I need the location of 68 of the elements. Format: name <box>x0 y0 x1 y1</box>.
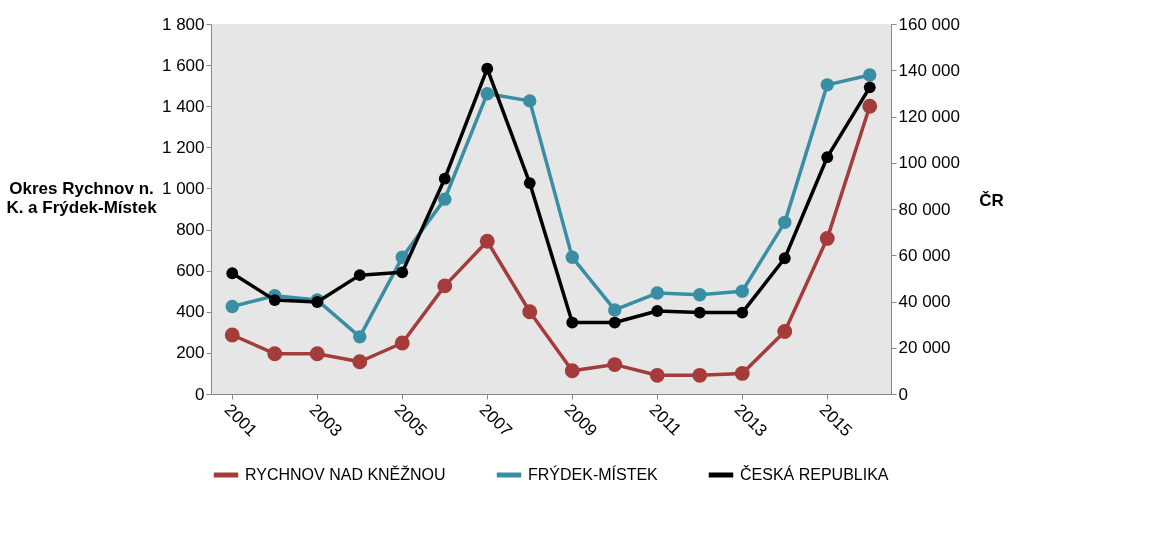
y2-tick-label: 20 000 <box>898 338 951 358</box>
y2-tick-label: 140 000 <box>898 60 960 80</box>
point <box>481 62 494 75</box>
point <box>778 252 791 265</box>
point <box>353 269 366 282</box>
point <box>565 250 579 264</box>
point <box>651 305 664 317</box>
y-tick-label: 1 200 <box>161 137 205 157</box>
point <box>226 267 239 280</box>
point <box>863 68 877 82</box>
point <box>438 192 452 206</box>
point <box>438 172 451 185</box>
y2-tick-label: 120 000 <box>898 107 960 126</box>
point <box>821 151 834 164</box>
y-tick-label: 1 800 <box>161 14 205 34</box>
y-tick-label: 1 000 <box>161 178 205 198</box>
y2-axis-title: ČR <box>979 190 1004 210</box>
point <box>649 367 665 383</box>
point <box>268 294 281 307</box>
legend-label: ČESKÁ REPUBLIKA <box>740 465 889 483</box>
y2-tick-label: 0 <box>898 384 908 404</box>
point <box>862 98 878 114</box>
point <box>863 81 876 94</box>
point <box>267 346 283 362</box>
point <box>522 304 538 320</box>
y-tick-label: 1 600 <box>161 55 205 75</box>
y-tick-label: 1 400 <box>161 96 205 116</box>
point <box>224 327 240 343</box>
point <box>480 86 494 101</box>
point <box>394 335 410 351</box>
point <box>777 324 793 339</box>
point <box>778 215 792 230</box>
point <box>353 330 367 344</box>
y2-tick-label: 40 000 <box>898 292 951 311</box>
point <box>225 299 239 314</box>
y2-tick-label: 60 000 <box>898 245 951 265</box>
y-tick-label: 200 <box>176 343 205 363</box>
y2-tick-label: 100 000 <box>898 153 960 173</box>
point <box>735 284 749 298</box>
point <box>564 363 580 379</box>
point <box>566 316 579 329</box>
point <box>608 316 621 329</box>
point <box>607 357 623 373</box>
legend-label: RYCHNOV NAD KNĚŽNOU <box>245 465 446 483</box>
y2-tick-label: 80 000 <box>898 199 951 219</box>
point <box>309 346 325 362</box>
point <box>396 266 409 279</box>
point <box>820 78 834 92</box>
point <box>819 230 835 246</box>
y-tick-label: 0 <box>195 384 205 404</box>
legend-label: FRÝDEK-MÍSTEK <box>528 465 659 483</box>
point <box>437 278 453 294</box>
point <box>523 94 537 108</box>
point <box>650 286 664 300</box>
point <box>352 354 368 370</box>
y-tick-label: 600 <box>176 261 205 281</box>
y-axis-title: Okres Rychnov n. K. a Frýdek-Místek <box>6 178 158 217</box>
y-tick-label: 800 <box>176 220 205 240</box>
point <box>692 367 708 383</box>
point <box>608 303 622 317</box>
point <box>734 366 750 381</box>
y2-tick-label: 160 000 <box>898 14 960 34</box>
point <box>693 306 706 319</box>
point <box>693 288 707 302</box>
y-tick-label: 400 <box>176 302 205 322</box>
point <box>523 177 536 189</box>
point <box>479 233 495 249</box>
point <box>736 306 749 319</box>
